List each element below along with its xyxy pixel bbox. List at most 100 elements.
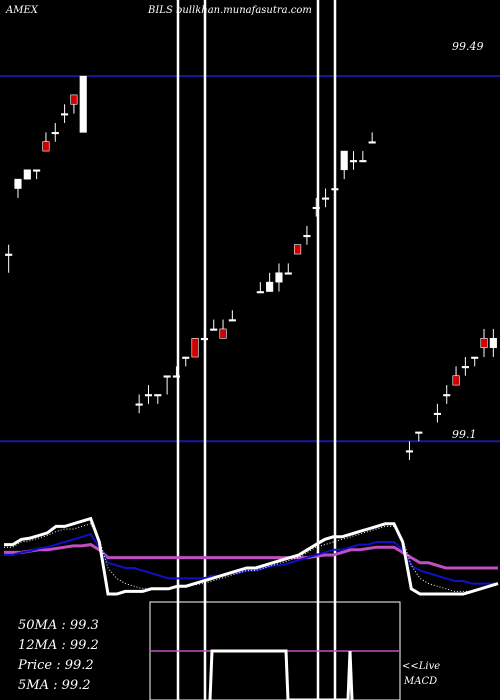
candle-body-up [266,281,274,292]
candle [210,319,218,331]
candle [368,132,376,144]
candle [70,94,78,114]
candle-body-down [219,328,227,339]
candle [359,151,367,163]
candle-body-up [135,403,143,406]
ma-white-line [4,516,499,596]
candle-body-down [70,94,78,105]
candle-body-up [256,291,264,294]
candle [191,337,199,358]
candle-body-up [489,337,497,348]
candle-body-up [5,253,13,256]
candle [51,122,59,142]
level-label-upper: 99.49 [452,40,484,53]
candle-body-down [191,337,199,358]
candle-body-up [172,375,180,378]
macd-live-label: <<Live [402,661,440,672]
candle [405,441,414,460]
candle-body-up [284,272,292,275]
candle-body-up [228,319,236,322]
candle [14,178,22,198]
candle [284,263,292,275]
moving-averages [4,516,499,596]
candle-body-up [154,394,162,397]
candle-body-up [144,394,153,397]
candle-body-up [322,197,330,200]
ma-magenta-line [4,543,498,570]
candle-body-up [61,113,69,116]
candle-body-down [294,244,302,255]
candle-body-up [51,132,59,135]
candle-body-up [33,169,41,172]
candle [144,385,153,404]
candles [5,75,497,460]
candle [200,328,208,341]
candle-body-up [340,150,348,171]
candle-body-up [471,356,479,359]
candle-body-up [331,188,339,191]
candle-body-up [303,235,311,238]
candle [312,197,320,217]
candle-body-up [443,394,451,397]
candle [23,169,31,180]
level-label-lower: 99.1 [452,428,477,441]
candle-body-up [433,412,441,415]
candle-body-down [42,141,50,152]
candle [79,75,87,133]
candle-body-up [182,356,190,359]
candle [471,356,479,367]
candle-body-up [210,328,218,331]
candle [172,366,180,378]
stat-price: Price : 99.2 [17,658,94,673]
candle [415,431,423,442]
candle [452,366,460,386]
candle [42,132,50,152]
candle [340,150,348,180]
candle [154,394,162,404]
candle-body-up [163,375,171,378]
chart-title: BILS bullkhan.munafasutra.com [147,5,312,16]
candle [443,385,451,404]
candle-body-up [312,206,320,210]
candle [331,188,339,191]
candle [461,357,469,376]
macd-line [208,649,354,700]
candle-body-up [368,141,376,144]
data-gap-lines [176,0,337,700]
candle-body-up [200,337,208,341]
candle [433,403,441,423]
macd-panel [149,601,401,700]
price-levels [0,75,500,443]
ma-dotted-line [4,523,499,592]
candle-body-up [405,450,414,453]
candle-body-up [415,431,423,434]
candle-body-down [480,337,488,348]
candle-body-up [359,160,367,163]
candle [61,104,69,123]
candle [33,169,41,180]
candle-body-up [349,160,358,163]
stat-5ma: 5MA : 99.2 [18,678,91,693]
candle [5,244,13,273]
candle [480,328,488,358]
stat-12ma: 12MA : 99.2 [18,638,99,653]
candle [349,151,358,170]
candle [163,375,171,395]
macd-name-label: MACD [403,676,437,687]
candle [228,310,236,322]
candle [266,272,274,292]
candle-body-down [452,375,460,386]
candle [219,319,227,339]
candle [322,188,330,208]
candle-body-up [275,272,283,283]
exchange-label: AMEX [5,5,39,16]
candle [182,356,190,367]
candle-body-up [14,178,22,189]
candle-body-up [23,169,31,180]
candle-body-up [461,366,469,369]
candle-body-up [79,75,87,133]
candle [135,394,143,414]
candle [489,328,497,358]
